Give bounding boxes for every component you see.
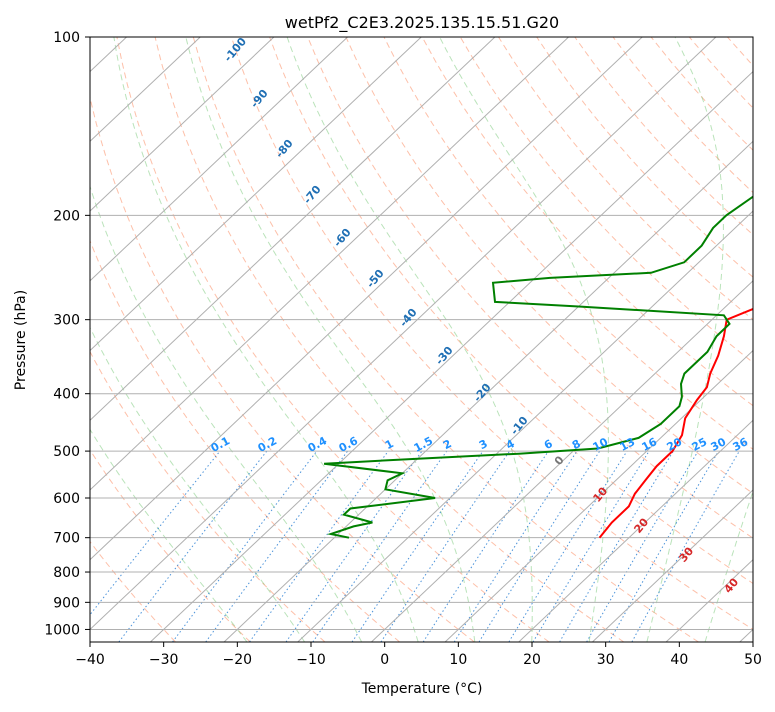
x-tick-label: 0 (380, 652, 389, 668)
chart-title: wetPf2_C2E3.2025.135.15.51.G20 (285, 13, 559, 33)
y-tick-label: 300 (53, 313, 80, 329)
y-tick-label: 1000 (44, 622, 80, 638)
y-tick-label: 900 (53, 595, 80, 611)
x-tick-label: 20 (523, 652, 541, 668)
x-tick-label: 30 (597, 652, 615, 668)
x-tick-label: −30 (149, 652, 179, 668)
y-tick-label: 400 (53, 387, 80, 403)
x-tick-label: −10 (296, 652, 326, 668)
y-tick-label: 700 (53, 531, 80, 547)
y-tick-label: 600 (53, 491, 80, 507)
y-tick-label: 200 (53, 208, 80, 224)
y-tick-label: 800 (53, 565, 80, 581)
x-tick-label: 50 (744, 652, 762, 668)
x-tick-label: −20 (223, 652, 253, 668)
y-tick-label: 500 (53, 444, 80, 460)
x-tick-label: −40 (75, 652, 105, 668)
x-axis-label: Temperature (°C) (361, 681, 483, 697)
x-tick-label: 40 (670, 652, 688, 668)
y-axis-label: Pressure (hPa) (13, 290, 29, 390)
y-tick-label: 100 (53, 30, 80, 46)
x-tick-label: 10 (449, 652, 467, 668)
